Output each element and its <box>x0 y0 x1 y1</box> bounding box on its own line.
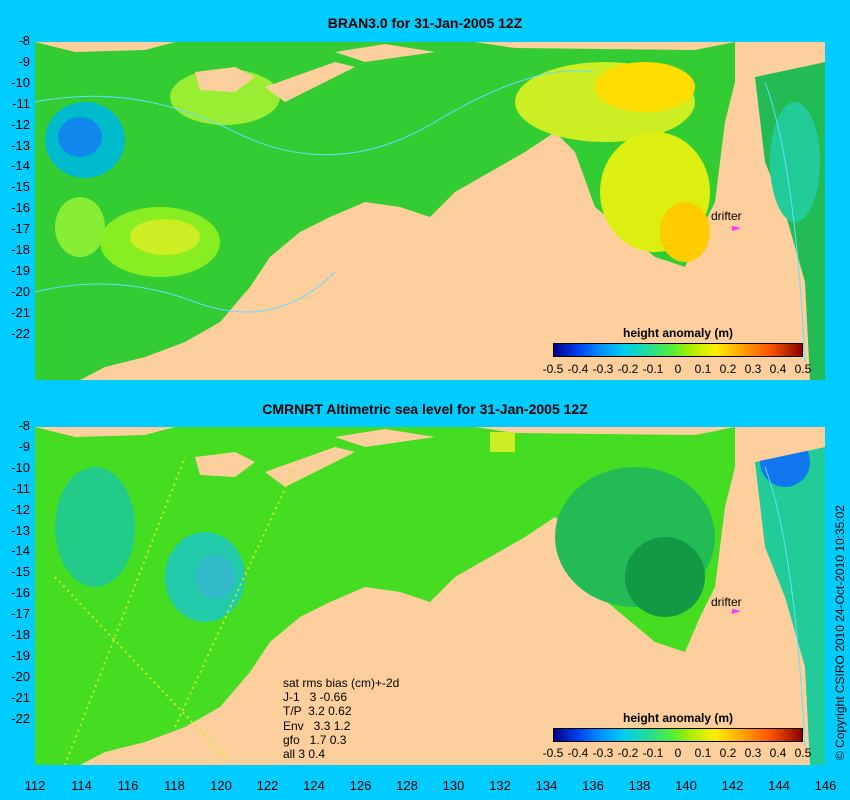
bottom-y-tick: -14 <box>11 543 30 559</box>
x-tick: 138 <box>628 778 651 793</box>
x-tick: 130 <box>442 778 465 793</box>
top-legend-colorbar <box>553 343 803 357</box>
bottom-y-tick: -22 <box>11 710 30 726</box>
legend-tick-label: 0.2 <box>719 362 737 376</box>
bottom-y-tick: -10 <box>11 459 30 475</box>
top-map-panel <box>35 42 825 380</box>
legend-tick-label: -0.2 <box>617 362 639 376</box>
top-y-tick: -16 <box>11 200 30 216</box>
bottom-y-tick: -11 <box>12 480 30 496</box>
legend-tick-label: 0 <box>674 746 682 760</box>
top-y-tick: -21 <box>11 304 30 320</box>
legend-tick-label: -0.2 <box>617 746 639 760</box>
bottom-legend-title: height anomaly (m) <box>622 711 733 725</box>
x-tick: 140 <box>675 778 697 793</box>
stats-line: J-1 3 -0.66 <box>283 690 348 705</box>
top-y-tick: -13 <box>11 137 30 153</box>
bottom-y-tick: -9 <box>18 438 30 454</box>
stats-line: T/P 3.2 0.62 <box>283 704 352 719</box>
x-tick: 112 <box>24 778 46 793</box>
legend-tick-label: 0 <box>674 362 682 376</box>
bottom-y-tick: -15 <box>11 564 30 580</box>
legend-tick-label: 0.2 <box>719 746 737 760</box>
bottom-y-tick: -12 <box>11 501 30 517</box>
x-tick: 142 <box>721 778 744 793</box>
x-tick: 132 <box>489 778 511 793</box>
stats-line: Env 3.3 1.2 <box>283 718 351 733</box>
bottom-y-tick: -16 <box>11 585 30 601</box>
top-map-canvas <box>35 42 825 380</box>
bottom-map-panel <box>35 427 825 765</box>
stats-line: gfo 1.7 0.3 <box>283 732 347 747</box>
legend-tick-label: 0.1 <box>694 362 712 376</box>
x-tick: 120 <box>210 778 232 793</box>
x-tick: 126 <box>349 778 372 793</box>
bottom-legend-colorbar <box>553 728 803 742</box>
legend-tick-label: -0.1 <box>642 362 664 376</box>
x-tick: 136 <box>582 778 604 793</box>
legend-tick-label: -0.4 <box>567 746 589 760</box>
top-y-tick: -15 <box>11 179 30 195</box>
top-y-tick: -11 <box>12 95 30 111</box>
timor-island <box>195 67 255 92</box>
bottom-y-tick: -8 <box>18 418 30 433</box>
bottom-map-title: CMRNRT Altimetric sea level for 31-Jan-2… <box>262 401 588 417</box>
x-tick: 114 <box>71 778 92 793</box>
x-tick: 146 <box>814 778 837 793</box>
top-map-title: BRAN3.0 for 31-Jan-2005 12Z <box>327 15 523 31</box>
bottom-y-tick: -13 <box>11 522 30 538</box>
top-y-tick: -20 <box>11 283 30 299</box>
x-tick: 144 <box>768 778 790 793</box>
legend-tick-label: -0.1 <box>642 746 664 760</box>
x-tick: 122 <box>256 778 279 793</box>
x-tick: 128 <box>396 778 418 793</box>
bottom-y-tick: -18 <box>11 627 30 642</box>
legend-tick-label: -0.5 <box>542 362 564 376</box>
legend-tick-label: -0.3 <box>592 746 614 760</box>
bottom-y-tick: -21 <box>11 689 30 705</box>
ocean-area <box>35 427 735 765</box>
bottom-drifter-label: drifter <box>711 595 742 609</box>
top-y-tick: -8 <box>18 33 30 48</box>
top-legend-title: height anomaly (m) <box>622 326 733 340</box>
top-y-tick: -18 <box>11 242 30 257</box>
legend-tick-label: 0.4 <box>769 362 787 376</box>
top-y-tick: -9 <box>18 53 30 69</box>
satellite-stats-table: sat rms bias (cm)+-2d J-1 3 -0.66 T/P 3.2 … <box>283 676 399 761</box>
legend-tick-label: 0.5 <box>794 746 812 760</box>
top-y-tick: -14 <box>11 158 30 174</box>
legend-tick-label: 0.3 <box>744 362 762 376</box>
top-y-tick: -19 <box>11 262 30 278</box>
x-tick: 116 <box>117 778 139 793</box>
legend-tick-label: -0.4 <box>567 362 589 376</box>
stats-line: all 3 0.4 <box>283 747 326 762</box>
legend-tick-label: -0.5 <box>542 746 564 760</box>
legend-tick-label: 0.4 <box>769 746 787 760</box>
top-y-tick: -10 <box>11 74 30 90</box>
top-y-tick: -12 <box>11 116 30 132</box>
bottom-y-tick: -19 <box>11 647 30 663</box>
legend-tick-label: 0.3 <box>744 746 762 760</box>
legend-tick-label: 0.5 <box>794 362 812 376</box>
bottom-map-canvas <box>35 427 825 765</box>
x-tick: 134 <box>535 778 558 793</box>
top-y-tick: -17 <box>11 221 30 237</box>
x-tick: 124 <box>303 778 325 793</box>
top-drifter-label: drifter <box>711 209 742 223</box>
copyright-notice: © Copyright CSIRO 2010 24-Oct-2010 10:35… <box>833 505 847 760</box>
top-y-tick: -22 <box>11 325 30 341</box>
x-tick: 118 <box>164 778 185 793</box>
stats-line: sat rms bias (cm)+-2d <box>283 676 400 690</box>
legend-tick-label: 0.1 <box>694 746 712 760</box>
bottom-y-tick: -20 <box>11 668 30 684</box>
legend-tick-label: -0.3 <box>592 362 614 376</box>
bottom-y-tick: -17 <box>11 606 30 622</box>
